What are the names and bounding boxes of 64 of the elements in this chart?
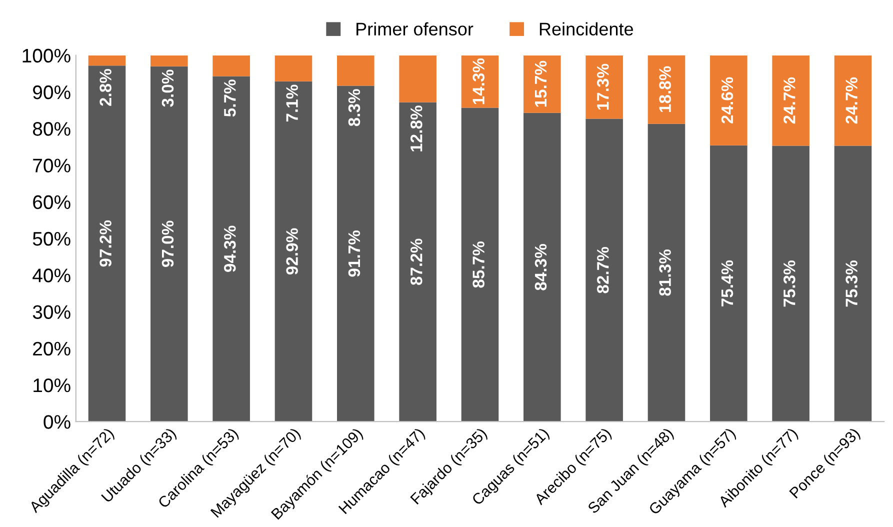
- data-label: 75.3%: [783, 260, 796, 307]
- data-label: 17.3%: [596, 64, 609, 110]
- bar: [461, 108, 499, 422]
- data-label: 85.7%: [472, 241, 484, 288]
- y-tick-label: 20%: [33, 342, 70, 356]
- bar: [834, 55, 872, 146]
- data-label: 5.7%: [224, 80, 236, 117]
- y-tick-label: 0%: [44, 415, 70, 429]
- bar: [212, 76, 250, 422]
- data-label: 12.8%: [410, 106, 422, 152]
- data-label: 24.6%: [721, 77, 734, 124]
- y-tick-label: 40%: [32, 268, 70, 282]
- data-label: 81.3%: [659, 250, 671, 296]
- data-label: 97.2%: [100, 220, 112, 267]
- data-label: 97.0%: [162, 220, 174, 268]
- data-label: 75.4%: [721, 260, 734, 306]
- bar: [212, 55, 250, 76]
- bar: [150, 66, 188, 422]
- bar: [524, 112, 561, 422]
- bar: [648, 55, 686, 124]
- data-label: 84.3%: [534, 244, 547, 290]
- bar: [524, 55, 561, 113]
- bar: [88, 55, 126, 66]
- data-label: 15.7%: [534, 60, 547, 107]
- legend-label: Reincidente: [540, 22, 634, 36]
- data-label: 94.3%: [224, 226, 236, 272]
- data-label: 92.9%: [286, 228, 298, 275]
- data-label: 24.7%: [783, 77, 796, 124]
- y-tick-label: 80%: [32, 122, 70, 136]
- data-label: 24.7%: [846, 77, 858, 124]
- data-label: 2.8%: [100, 68, 112, 106]
- y-tick-label: 70%: [33, 158, 70, 172]
- bar: [337, 55, 374, 86]
- legend-label: Primer ofensor: [356, 22, 474, 36]
- data-label: 91.7%: [348, 230, 360, 277]
- bar: [772, 146, 810, 422]
- bar: [834, 146, 872, 422]
- y-tick-label: 50%: [32, 232, 70, 246]
- data-label: 82.7%: [596, 246, 609, 294]
- data-label: 18.8%: [659, 66, 671, 112]
- data-label: 75.3%: [846, 260, 858, 307]
- data-label: 8.3%: [348, 89, 360, 126]
- bar: [399, 102, 436, 422]
- bar: [586, 118, 623, 422]
- y-tick-label: 100%: [22, 48, 70, 63]
- bar: [586, 55, 623, 119]
- bar: [772, 55, 810, 146]
- data-label: 14.3%: [472, 58, 484, 104]
- bar: [648, 124, 686, 422]
- data-label: 3.0%: [162, 70, 174, 107]
- y-tick-label: 90%: [33, 85, 70, 100]
- bar: [274, 81, 312, 422]
- bar: [710, 55, 748, 146]
- bar: [399, 55, 436, 102]
- y-tick-label: 60%: [33, 195, 70, 210]
- data-label: 87.2%: [410, 238, 422, 286]
- data-label: 7.1%: [286, 84, 298, 122]
- bar: [88, 66, 126, 422]
- bar: [274, 55, 312, 82]
- bar: [150, 55, 188, 66]
- y-tick-label: 30%: [32, 305, 70, 319]
- bar: [710, 145, 748, 422]
- y-tick-label: 10%: [34, 378, 70, 392]
- bar: [337, 86, 374, 422]
